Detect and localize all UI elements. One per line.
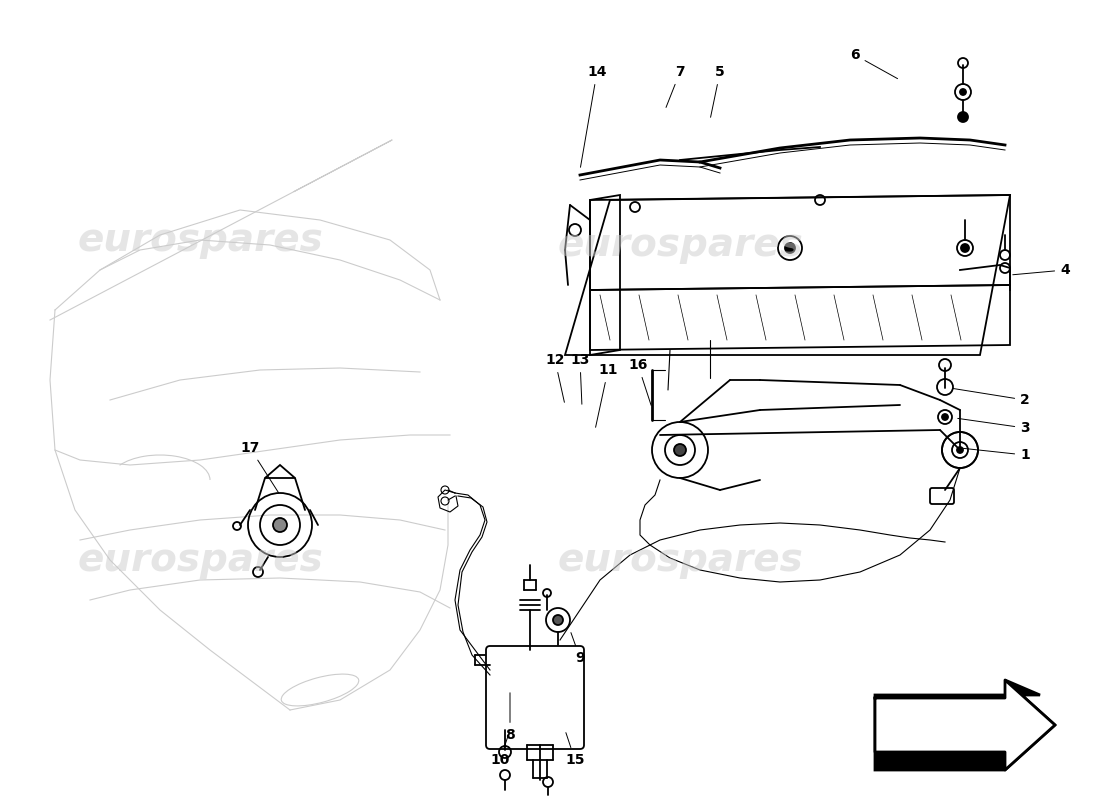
Text: 16: 16 [628, 358, 651, 406]
Text: eurospares: eurospares [77, 221, 323, 259]
Circle shape [960, 89, 966, 95]
Text: 15: 15 [565, 733, 585, 767]
Circle shape [785, 243, 795, 253]
Text: eurospares: eurospares [557, 226, 803, 264]
Text: 13: 13 [570, 353, 590, 404]
Text: 8: 8 [505, 693, 515, 742]
Circle shape [957, 447, 962, 453]
Polygon shape [874, 680, 1055, 770]
Circle shape [273, 518, 287, 532]
Circle shape [958, 112, 968, 122]
Circle shape [553, 615, 563, 625]
Text: eurospares: eurospares [77, 541, 323, 579]
Text: 11: 11 [595, 363, 618, 427]
Text: 1: 1 [962, 448, 1030, 462]
Text: 9: 9 [571, 633, 585, 665]
Text: 3: 3 [958, 418, 1030, 435]
Text: 17: 17 [240, 441, 278, 493]
Text: 6: 6 [850, 48, 898, 78]
Text: 2: 2 [953, 389, 1030, 407]
Text: 10: 10 [491, 733, 509, 767]
Circle shape [961, 244, 969, 252]
Circle shape [674, 444, 686, 456]
Polygon shape [874, 680, 1055, 770]
Circle shape [942, 414, 948, 420]
Text: 5: 5 [711, 65, 725, 118]
Text: 4: 4 [1013, 263, 1070, 277]
Text: 14: 14 [581, 65, 607, 167]
Text: eurospares: eurospares [557, 541, 803, 579]
Text: 7: 7 [666, 65, 685, 107]
Text: 12: 12 [546, 353, 564, 402]
